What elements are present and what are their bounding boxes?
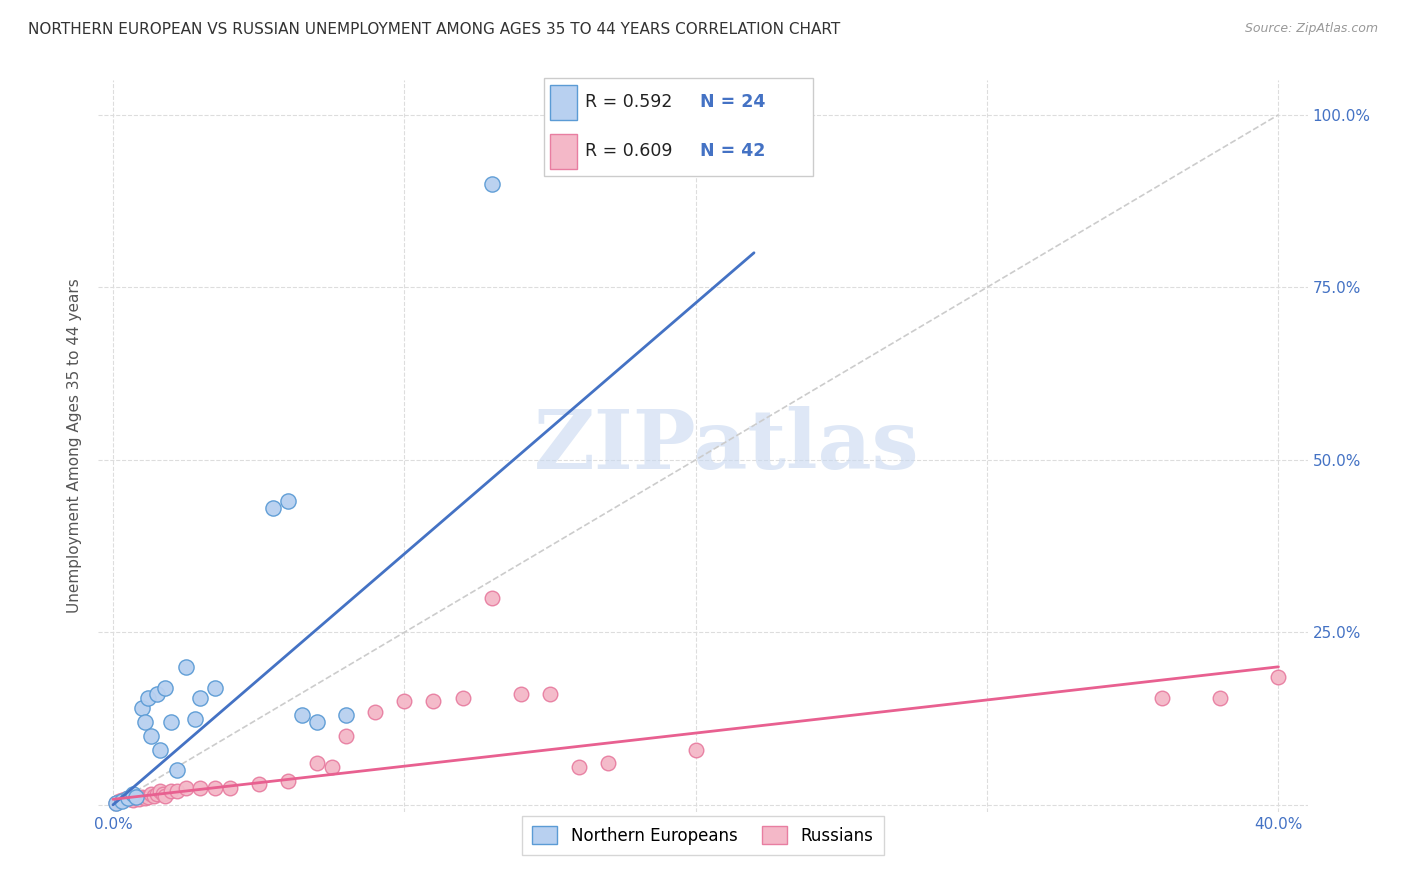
Point <box>155 681 177 695</box>
Point <box>134 714 156 729</box>
Point <box>190 690 212 705</box>
Point <box>117 791 139 805</box>
Point <box>685 742 707 756</box>
Point <box>104 796 127 810</box>
Point <box>128 792 150 806</box>
Point <box>111 793 134 807</box>
Point <box>277 494 299 508</box>
Point <box>277 773 299 788</box>
Point <box>136 690 159 705</box>
Point <box>305 756 328 771</box>
Point <box>335 729 357 743</box>
Point <box>481 177 503 191</box>
Point <box>149 784 172 798</box>
Point <box>120 792 142 806</box>
Point <box>1267 670 1289 684</box>
Point <box>451 690 474 705</box>
Y-axis label: Unemployment Among Ages 35 to 44 years: Unemployment Among Ages 35 to 44 years <box>67 278 83 614</box>
Point <box>125 791 148 805</box>
Point <box>166 764 188 778</box>
Point <box>155 789 177 803</box>
Point <box>305 714 328 729</box>
Point <box>114 792 136 806</box>
Point <box>183 712 205 726</box>
Point <box>122 793 145 807</box>
Point <box>149 742 172 756</box>
Point <box>422 694 444 708</box>
Point <box>190 780 212 795</box>
Point <box>145 788 167 802</box>
FancyBboxPatch shape <box>544 78 813 177</box>
Point <box>538 687 561 701</box>
Point <box>481 591 503 605</box>
FancyBboxPatch shape <box>550 85 576 120</box>
Point <box>364 705 387 719</box>
Point <box>111 794 134 808</box>
Text: N = 24: N = 24 <box>700 93 766 111</box>
Point <box>166 784 188 798</box>
Point <box>108 794 131 808</box>
Point <box>321 760 343 774</box>
Point <box>160 714 183 729</box>
Text: R = 0.592: R = 0.592 <box>585 93 672 111</box>
Point <box>152 788 174 802</box>
Point <box>104 796 127 810</box>
Point <box>122 788 145 802</box>
Point <box>139 788 162 802</box>
Point <box>117 791 139 805</box>
Text: N = 42: N = 42 <box>700 142 766 161</box>
Point <box>568 760 591 774</box>
Point <box>247 777 270 791</box>
Point <box>131 701 153 715</box>
Point <box>1209 690 1232 705</box>
Text: ZIPatlas: ZIPatlas <box>534 406 920 486</box>
Point <box>204 681 226 695</box>
Point <box>1150 690 1173 705</box>
Point <box>509 687 531 701</box>
Point <box>174 780 197 795</box>
Point <box>142 789 165 803</box>
Legend: Northern Europeans, Russians: Northern Europeans, Russians <box>523 816 883 855</box>
Point <box>291 708 314 723</box>
Text: R = 0.609: R = 0.609 <box>585 142 672 161</box>
Point <box>136 789 159 804</box>
Point <box>160 784 183 798</box>
Point <box>174 660 197 674</box>
Point <box>598 756 620 771</box>
Point <box>134 791 156 805</box>
Point <box>139 729 162 743</box>
Point <box>335 708 357 723</box>
Point <box>204 780 226 795</box>
Point <box>125 789 148 804</box>
Point <box>145 687 167 701</box>
FancyBboxPatch shape <box>550 135 576 169</box>
Point <box>262 501 284 516</box>
Point <box>131 789 153 804</box>
Text: NORTHERN EUROPEAN VS RUSSIAN UNEMPLOYMENT AMONG AGES 35 TO 44 YEARS CORRELATION : NORTHERN EUROPEAN VS RUSSIAN UNEMPLOYMEN… <box>28 22 841 37</box>
Point <box>394 694 416 708</box>
Text: Source: ZipAtlas.com: Source: ZipAtlas.com <box>1244 22 1378 36</box>
Point <box>218 780 240 795</box>
